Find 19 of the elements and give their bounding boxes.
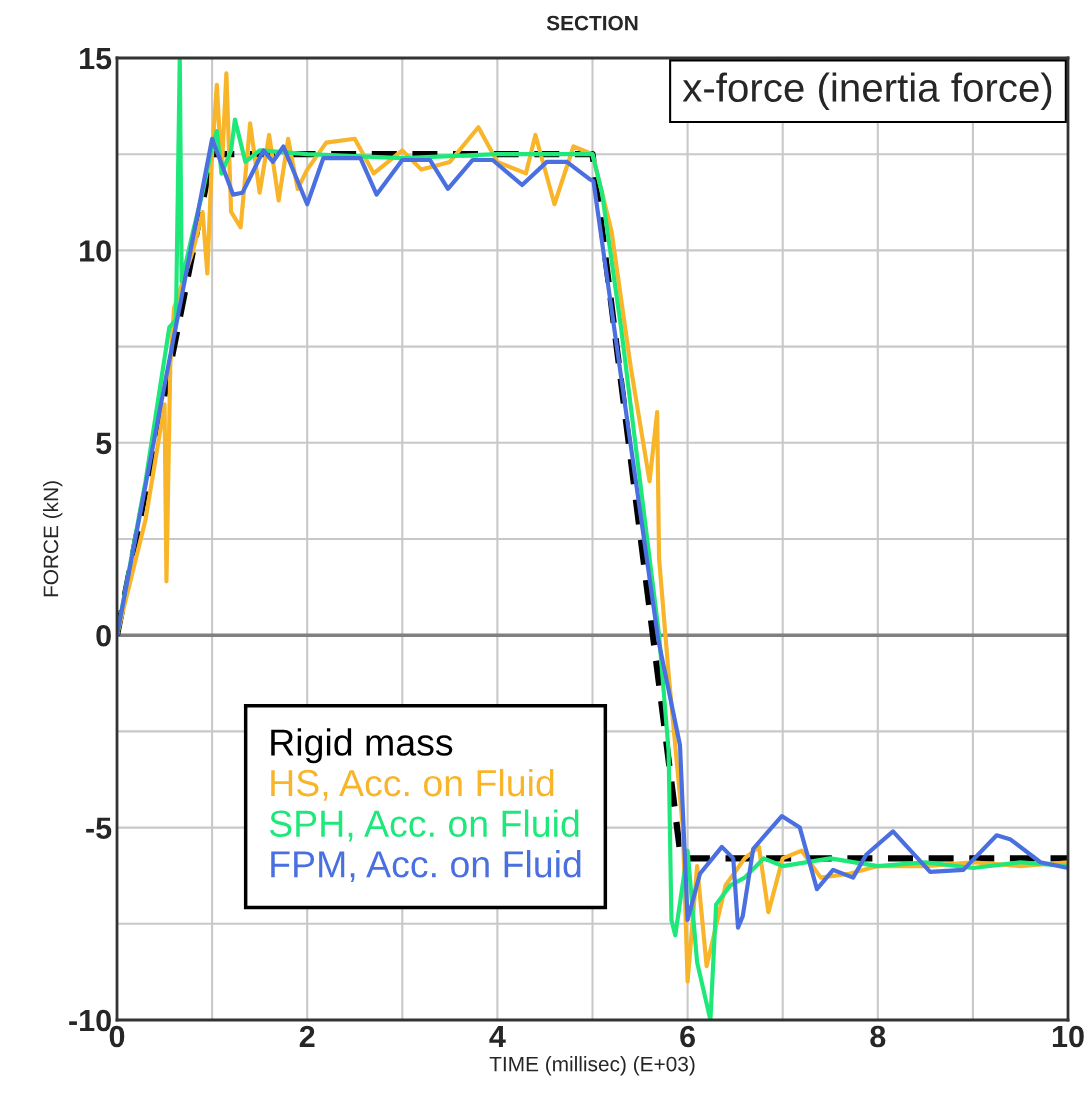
x-tick-label: 8 xyxy=(870,1025,886,1048)
x-axis-title: TIME (millisec) (E+03) xyxy=(489,1056,695,1076)
x-tick-label: 2 xyxy=(299,1025,315,1047)
text: FPM, Acc. on Fluid xyxy=(271,850,581,883)
y-tick-label: 10 xyxy=(80,240,111,262)
x-tick-label: 6 xyxy=(680,1025,695,1048)
y-tick-label: -5 xyxy=(86,817,112,839)
x-tick-label: 4 xyxy=(489,1025,506,1047)
text: SPH, Acc. on Fluid xyxy=(269,809,579,842)
y-tick-label: 0 xyxy=(96,624,111,647)
y-tick-label: 5 xyxy=(96,432,112,455)
x-tick-label: 10 xyxy=(1052,1025,1084,1048)
text: Rigid mass xyxy=(271,728,453,764)
y-tick-label: -10 xyxy=(69,1009,111,1032)
chart-title: SECTION xyxy=(546,15,638,31)
y-axis-title: FORCE (kN) xyxy=(43,481,63,597)
y-tick-label: 15 xyxy=(80,48,112,70)
annotation: x-force (inertia force) xyxy=(682,72,1052,110)
text: HS, Acc. on Fluid xyxy=(271,768,554,801)
